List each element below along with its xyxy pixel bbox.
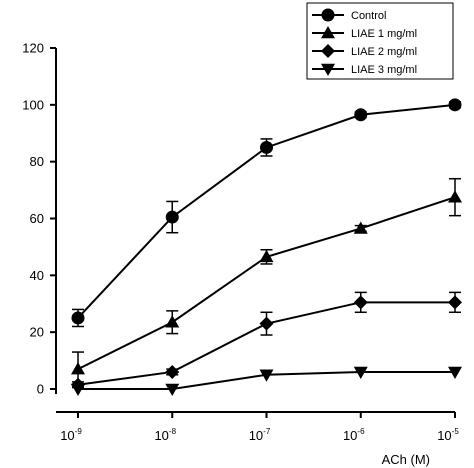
legend-marker [321,63,335,76]
data-point [259,249,274,263]
series-4 [71,366,462,396]
series-line [77,103,456,319]
data-point [71,362,85,375]
legend-label: Control [351,10,386,22]
data-point [165,315,180,328]
data-point [448,190,462,203]
series-line [77,196,456,371]
y-tick-label: 60 [30,211,44,226]
series-1 [71,98,462,328]
x-axis-title: ACh (M) [382,452,430,467]
legend-label: LIAE 3 mg/ml [351,64,417,76]
data-point [448,98,462,112]
legend-label: LIAE 1 mg/ml [351,28,417,40]
data-point [448,295,462,310]
data-point [165,383,180,396]
data-point [353,295,368,310]
x-tick-label: 10-5 [437,427,459,443]
data-point [354,108,368,122]
y-tick-label: 40 [30,268,44,283]
x-tick-label: 10-8 [154,427,176,443]
data-point [71,311,85,325]
y-tick-label: 100 [22,97,44,112]
axes [55,48,455,413]
y-tick-label: 20 [30,325,44,340]
data-point [165,364,180,379]
x-tick-exponent: -7 [263,427,271,436]
legend: Control LIAE 1 mg/ml LIAE 2 mg/ml LIAE 3 mg… [306,2,454,80]
series-3 [71,291,462,392]
data-point [260,140,273,154]
data-point [259,316,274,331]
y-tick-label: 80 [30,154,44,169]
y-tick-label: 120 [22,41,44,56]
x-tick-label: 10-9 [60,427,82,443]
series-2 [71,177,462,387]
data-point [71,383,85,396]
x-tick-exponent: -5 [452,427,460,436]
data-point [353,366,368,379]
legend-label: LIAE 2 mg/ml [351,46,417,58]
x-tick-exponent: -9 [75,427,83,436]
x-tick-exponent: -6 [357,427,365,436]
y-tick-label: 0 [37,382,44,397]
data-point [165,210,179,224]
data-point [259,369,274,382]
x-tick-label: 10-6 [343,427,365,443]
data-point [353,221,368,234]
series-layer [71,98,462,396]
x-tick-label: 10-7 [249,427,271,443]
legend-marker [321,44,335,58]
legend-marker [321,26,335,39]
x-tick-exponent: -8 [169,427,177,436]
data-point [448,366,462,379]
legend-marker [321,8,335,22]
